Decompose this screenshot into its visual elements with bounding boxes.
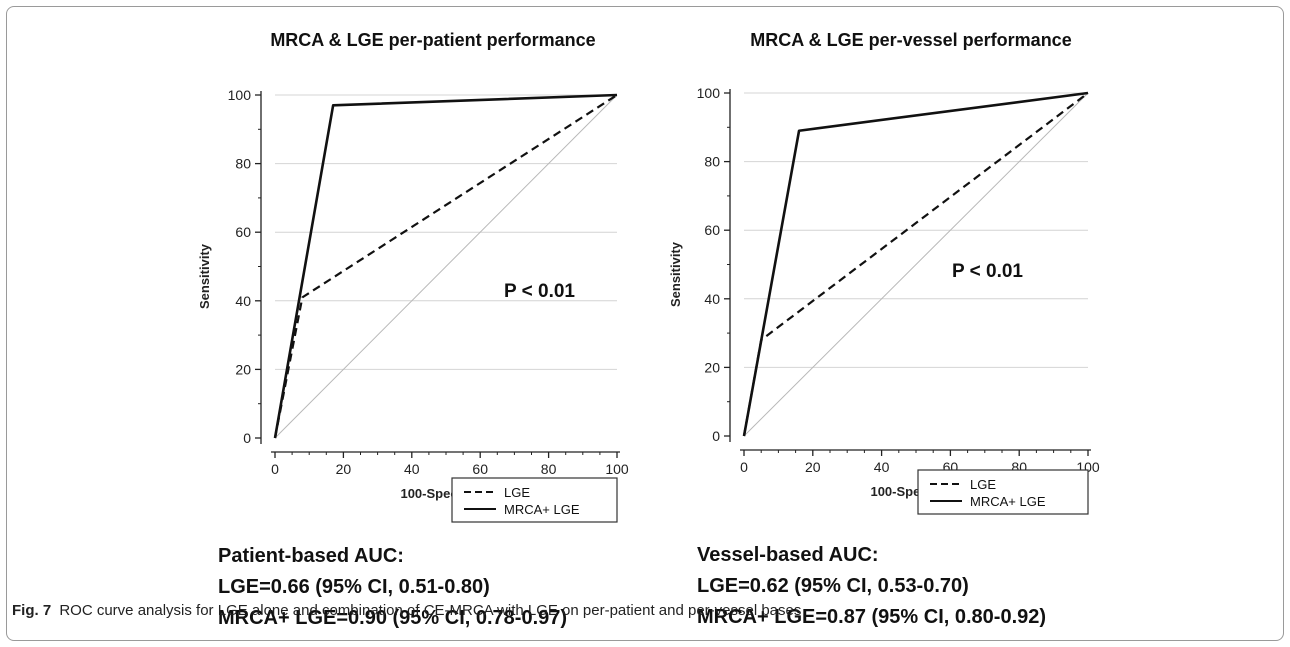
x-tick-label: 0 [740,459,748,475]
x-tick-label: 40 [404,461,420,477]
y-tick-label: 40 [235,293,251,309]
legend-label: MRCA+ LGE [504,502,580,517]
x-tick-label: 20 [805,459,821,475]
caption-text: ROC curve analysis for LGE alone and com… [59,602,802,619]
y-tick-label: 60 [235,224,251,240]
legend-box [451,477,618,523]
series-line-mrca-lge [742,91,1089,437]
figure-caption: Fig. 7 ROC curve analysis for LGE alone … [12,602,801,619]
legend-box [917,469,1089,515]
patient-auc-stats: Patient-based AUC: LGE=0.66 (95% CI, 0.5… [218,541,567,634]
x-tick-label: 40 [874,459,890,475]
vessel-auc-heading: Vessel-based AUC: [697,544,879,566]
chart-title: MRCA & LGE per-patient performance [270,30,595,50]
reference-diagonal [274,94,618,439]
patient-auc-heading: Patient-based AUC: [218,545,404,567]
patient-auc-lge: LGE=0.66 (95% CI, 0.51-0.80) [218,576,490,598]
x-tick-label: 60 [472,461,488,477]
y-tick-label: 80 [704,154,720,170]
patient-auc-combined: MRCA+ LGE=0.90 (95% CI, 0.78-0.97) [218,607,568,629]
figure-frame [6,6,1284,641]
y-tick-label: 0 [712,428,720,444]
series-line-mrca-lge [273,93,618,439]
x-tick-label: 20 [336,461,352,477]
y-tick-label: 80 [235,156,251,172]
chart-title: MRCA & LGE per-vessel performance [750,30,1071,50]
y-axis-label: Sensitivity [668,241,683,307]
vessel-auc-stats: Vessel-based AUC: LGE=0.62 (95% CI, 0.53… [697,540,1046,633]
y-tick-label: 0 [243,430,251,446]
caption-label: Fig. 7 [12,602,52,619]
reference-diagonal [743,92,1089,437]
vessel-auc-combined: MRCA+ LGE=0.87 (95% CI, 0.80-0.92) [697,606,1047,628]
y-tick-label: 20 [235,361,251,377]
legend-label: MRCA+ LGE [970,494,1046,509]
per-patient-roc-chart: MRCA & LGE per-patient performance 0 20 40 6… [197,30,629,523]
legend-label: LGE [504,485,530,500]
y-tick-label: 40 [704,291,720,307]
y-tick-label: 100 [697,85,721,101]
legend-label: LGE [970,477,996,492]
per-vessel-roc-chart: MRCA & LGE per-vessel performance 0 20 40 60… [668,30,1100,515]
y-axis-label: Sensitivity [197,243,212,309]
x-tick-label: 0 [271,461,279,477]
p-value-annotation: P < 0.01 [952,261,1023,282]
p-value-annotation: P < 0.01 [504,281,575,302]
y-tick-label: 100 [228,87,252,103]
series-line-lge [273,94,618,439]
y-tick-label: 20 [704,359,720,375]
x-tick-label: 80 [541,461,557,477]
x-tick-label: 100 [605,461,629,477]
vessel-auc-lge: LGE=0.62 (95% CI, 0.53-0.70) [697,575,969,597]
y-tick-label: 60 [704,222,720,238]
